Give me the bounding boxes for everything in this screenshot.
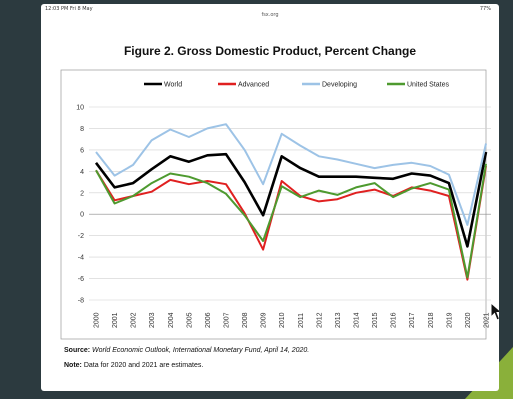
figure-title: Figure 2. Gross Domestic Product, Percen… <box>123 44 417 58</box>
series-line-united-states <box>95 163 487 279</box>
y-tick-label: -4 <box>78 255 84 262</box>
x-tick-label: 2015 <box>372 312 379 328</box>
mouse-pointer-icon <box>490 302 499 321</box>
y-tick-label: 2 <box>80 190 84 197</box>
x-tick-label: 2012 <box>316 312 323 328</box>
x-tick-label: 2001 <box>112 312 119 328</box>
x-tick-label: 2009 <box>261 312 268 328</box>
battery-percent: 77% <box>479 6 491 12</box>
x-tick-label: 2010 <box>279 312 286 328</box>
legend-label: World <box>164 82 182 89</box>
y-tick-label: -6 <box>78 276 84 283</box>
source-publication: World Economic Outlook, International Mo… <box>92 347 310 354</box>
x-tick-label: 2013 <box>335 312 342 328</box>
note-text: Data for 2020 and 2021 are estimates. <box>83 362 204 369</box>
x-tick-label: 2018 <box>428 312 435 328</box>
battery-indicator: 77% <box>480 6 491 12</box>
series-line-developing <box>95 123 487 226</box>
x-tick-label: 2017 <box>409 312 416 328</box>
y-tick-label: 8 <box>80 126 84 133</box>
tablet-screen: 12:03 PM Fri 8 May fsx.org 77% Figure 2.… <box>41 4 499 391</box>
legend-label: Developing <box>322 82 357 89</box>
y-tick-label: 6 <box>80 147 84 154</box>
legend-label: Advanced <box>238 82 269 89</box>
address-url[interactable]: fsx.org <box>261 12 279 18</box>
x-tick-label: 2004 <box>168 312 175 328</box>
note-label: Note: <box>64 362 82 369</box>
x-tick-label: 2011 <box>298 313 305 328</box>
y-tick-label: 4 <box>80 169 84 176</box>
x-tick-label: 2002 <box>131 312 138 328</box>
x-tick-label: 2008 <box>242 312 249 328</box>
gdp-line-chart: 10 8 6 4 2 0 -2 -4 -6 -8 2000 2001 2002 2003 2004 2005 2… <box>60 69 491 340</box>
x-tick-label: 2003 <box>149 312 156 328</box>
legend-label: United States <box>407 82 450 89</box>
source-line: Source: World Economic Outlook, Internat… <box>64 347 309 354</box>
status-time: 12:03 PM Fri 8 May <box>45 6 93 12</box>
y-tick-label: -2 <box>78 233 84 240</box>
y-tick-label: 10 <box>76 105 84 112</box>
series-line-world <box>94 151 488 248</box>
status-bar: 12:03 PM Fri 8 May fsx.org 77% <box>41 4 499 18</box>
x-tick-label: 2021 <box>484 312 491 328</box>
x-tick-label: 2005 <box>186 312 193 328</box>
x-tick-label: 2014 <box>354 312 361 328</box>
x-tick-label: 2016 <box>391 312 398 328</box>
x-tick-label: 2020 <box>465 312 472 328</box>
note-line: Note: Data for 2020 and 2021 are estimat… <box>64 362 203 369</box>
y-tick-label: -8 <box>78 298 84 305</box>
y-tick-label: 0 <box>80 212 84 219</box>
x-tick-label: 2000 <box>94 312 101 328</box>
chart-frame <box>60 69 487 340</box>
x-tick-label: 2007 <box>224 312 231 328</box>
x-tick-label: 2006 <box>205 312 212 328</box>
series-line-advanced <box>95 165 487 281</box>
source-label: Source: <box>64 347 91 354</box>
x-tick-label: 2019 <box>446 312 453 328</box>
